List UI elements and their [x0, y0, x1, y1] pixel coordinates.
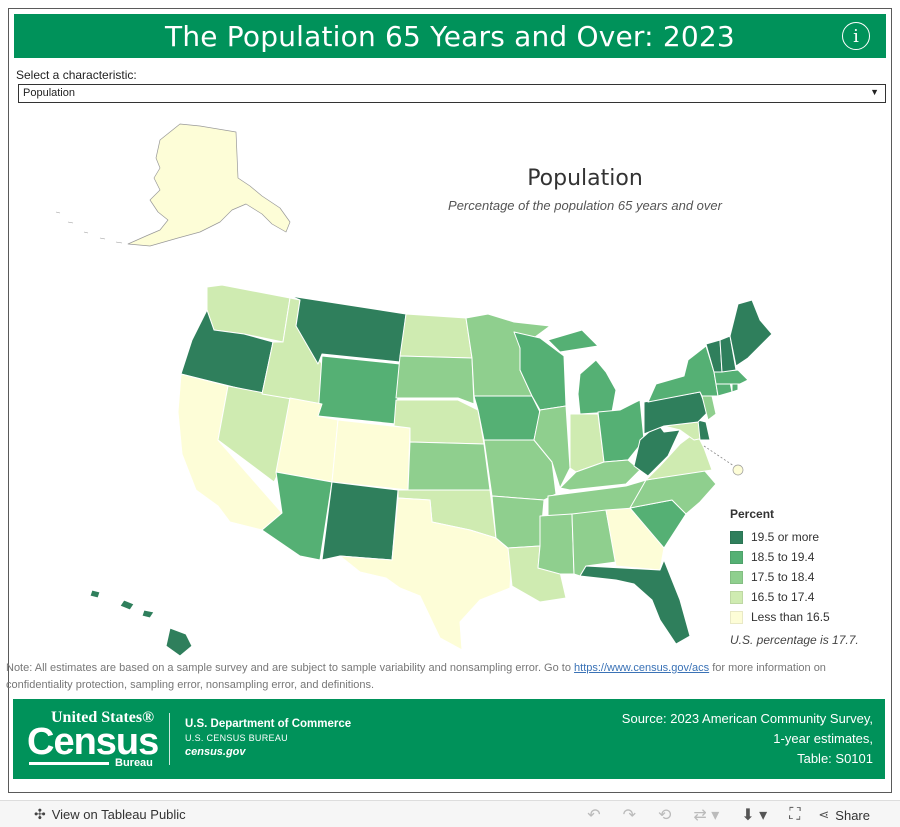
legend-swatch [730, 610, 743, 624]
state-KS[interactable] [407, 441, 491, 491]
refresh-icon[interactable]: ⇄ ▾ [693, 807, 720, 824]
fullscreen-icon[interactable]: ⛶ [789, 806, 801, 823]
map-title: Population [527, 166, 643, 191]
department-info: U.S. Department of Commerce U.S. CENSUS … [185, 717, 351, 759]
revert-icon[interactable]: ⟲ [658, 807, 672, 824]
state-HI[interactable] [89, 589, 193, 657]
state-AK[interactable] [127, 123, 291, 247]
tableau-icon: ✣ [34, 806, 46, 822]
census-logo[interactable]: United States® Census Bureau [27, 709, 159, 771]
legend-label: 18.5 to 19.4 [751, 550, 815, 564]
footer-banner: United States® Census Bureau U.S. Depart… [13, 699, 885, 779]
legend-label: 19.5 or more [751, 530, 820, 544]
legend-swatch [730, 570, 743, 584]
title-bar: The Population 65 Years and Over: 2023 i [14, 14, 886, 58]
share-button[interactable]: ⋖ Share [818, 807, 870, 823]
map-subtitle: Percentage of the population 65 years an… [448, 198, 722, 213]
state-MI[interactable] [547, 329, 617, 415]
share-label: Share [835, 807, 870, 823]
logo-underline [29, 762, 109, 765]
state-NM[interactable] [321, 481, 399, 561]
state-IA[interactable] [473, 395, 541, 441]
legend-title: Percent [730, 507, 775, 521]
legend-swatch [730, 530, 743, 544]
dashboard-frame: The Population 65 Years and Over: 2023 i… [8, 8, 892, 793]
characteristic-select-value: Population [23, 87, 75, 99]
chevron-down-icon: ▼ [870, 87, 879, 97]
state-GA[interactable] [605, 507, 665, 571]
logo-united-states: United States® [51, 709, 155, 726]
state-DC[interactable] [732, 464, 744, 476]
us-choropleth-map [55, 123, 773, 657]
source-line-3: Table: S0101 [797, 751, 873, 766]
methodology-note: Note: All estimates are based on a sampl… [6, 660, 876, 694]
view-on-tableau-label: View on Tableau Public [51, 807, 186, 822]
download-icon[interactable]: ⬇ ▾ [741, 807, 768, 824]
characteristic-select[interactable]: Population ▼ [18, 84, 886, 103]
info-icon[interactable]: i [842, 22, 870, 50]
aleutian-islands [55, 211, 123, 244]
logo-census: Census [27, 721, 159, 763]
dept-line-3[interactable]: census.gov [185, 746, 246, 758]
state-NH[interactable] [719, 335, 737, 373]
legend-swatch [730, 550, 743, 564]
dept-line-2: U.S. CENSUS BUREAU [185, 733, 288, 743]
legend-label: 17.5 to 18.4 [751, 570, 815, 584]
note-text-before: Note: All estimates are based on a sampl… [6, 662, 575, 674]
legend-item[interactable]: 16.5 to 17.4 [730, 587, 859, 607]
note-text-after: for more information on confidentiality … [6, 662, 826, 691]
legend-swatch [730, 590, 743, 604]
share-icon: ⋖ [818, 807, 830, 822]
state-CO[interactable] [331, 419, 411, 491]
legend-item[interactable]: 17.5 to 18.4 [730, 567, 859, 587]
state-AR[interactable] [491, 495, 545, 549]
dept-line-1: U.S. Department of Commerce [185, 718, 352, 730]
state-SD[interactable] [395, 355, 475, 405]
state-NY[interactable] [647, 345, 719, 403]
state-MS[interactable] [537, 513, 575, 575]
acs-link[interactable]: https://www.census.gov/acs [574, 662, 710, 674]
toolbar-actions: ↶ ↷ ⟲ ⇄ ▾ ⬇ ▾ ⛶ ⋖ Share [565, 805, 870, 825]
logo-bureau: Bureau [115, 757, 153, 769]
legend-label: Less than 16.5 [751, 610, 830, 624]
source-line-1: Source: 2023 American Community Survey, [621, 711, 873, 726]
state-ND[interactable] [399, 313, 473, 359]
view-on-tableau-button[interactable]: ✣ View on Tableau Public [34, 806, 186, 823]
footer-divider [169, 713, 170, 765]
source-citation: Source: 2023 American Community Survey, … [622, 709, 873, 769]
selector-label: Select a characteristic: [16, 68, 137, 82]
state-DE[interactable] [697, 419, 711, 441]
legend-item[interactable]: 19.5 or more [730, 527, 859, 547]
lake-michigan [566, 360, 576, 404]
state-ME[interactable] [729, 299, 773, 367]
state-FL[interactable] [579, 559, 691, 645]
legend-item[interactable]: Less than 16.5 [730, 607, 859, 627]
state-TX[interactable] [339, 497, 513, 651]
us-percentage-note: U.S. percentage is 17.7. [730, 633, 859, 647]
dashboard-title: The Population 65 Years and Over: 2023 [165, 19, 735, 53]
state-WY[interactable] [317, 355, 401, 425]
map-legend: Percent 19.5 or more 18.5 to 19.4 17.5 t… [730, 507, 859, 647]
redo-icon[interactable]: ↷ [622, 807, 636, 824]
legend-item[interactable]: 18.5 to 19.4 [730, 547, 859, 567]
source-line-2: 1-year estimates, [773, 731, 873, 746]
legend-label: 16.5 to 17.4 [751, 590, 815, 604]
tableau-toolbar: ✣ View on Tableau Public ↶ ↷ ⟲ ⇄ ▾ ⬇ ▾ ⛶… [0, 800, 900, 827]
undo-icon[interactable]: ↶ [587, 807, 601, 824]
